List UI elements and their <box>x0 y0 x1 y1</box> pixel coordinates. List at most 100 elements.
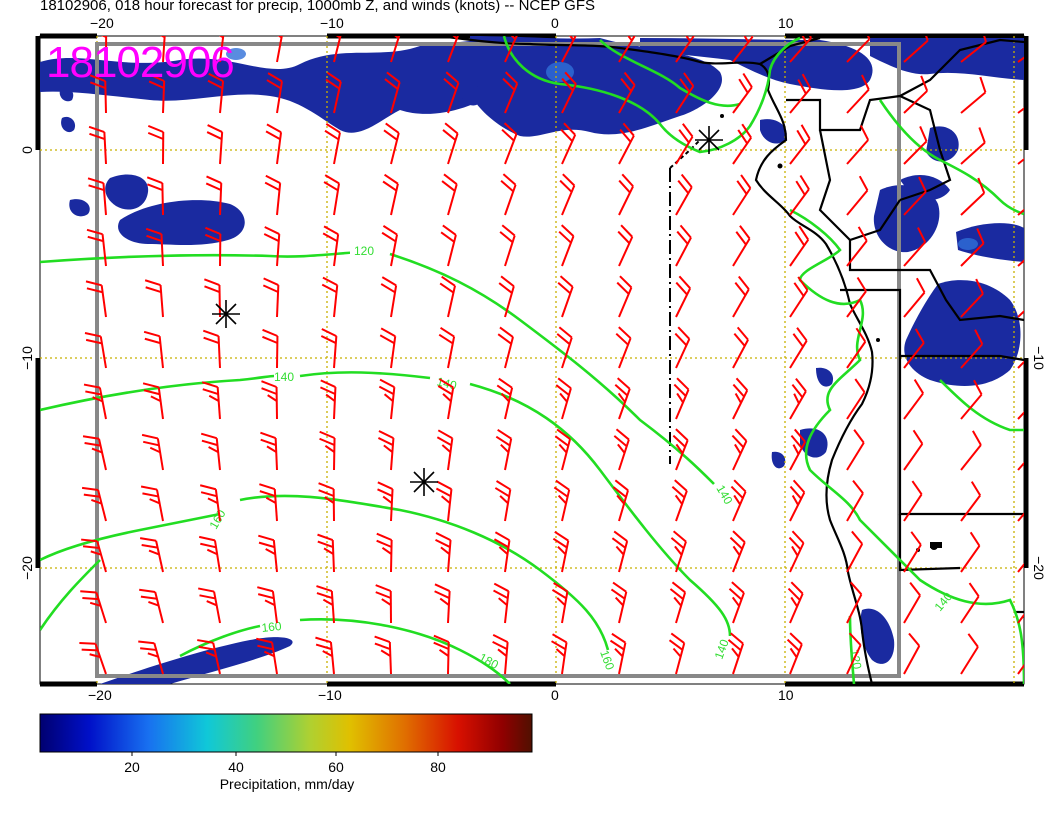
wind-barb <box>670 530 687 573</box>
wind-barb <box>1017 546 1024 573</box>
wind-barb <box>903 277 926 318</box>
axis-labels: −20 −10 0 10 −20 −10 0 10 0 −10 −20 −10 … <box>19 15 1047 703</box>
wind-barb <box>324 123 341 165</box>
wind-barb <box>434 583 451 624</box>
wind-barb <box>259 483 278 522</box>
wind-barb <box>1017 93 1024 114</box>
precip-highlights <box>226 48 978 250</box>
wind-barb <box>846 327 867 369</box>
wind-barb <box>325 71 342 114</box>
wind-barb <box>960 228 985 267</box>
wind-barb <box>846 175 869 216</box>
contour-coast-land <box>789 208 1024 684</box>
wind-barb <box>561 36 578 63</box>
date-stamp: 18102906 <box>46 38 235 87</box>
wind-barb <box>672 428 689 471</box>
wind-barb <box>207 72 225 114</box>
wind-barb <box>203 278 221 318</box>
wind-barb <box>555 377 572 420</box>
wind-barb <box>846 36 871 63</box>
wind-barb <box>561 71 577 114</box>
wind-barb <box>322 225 340 267</box>
wind-barb <box>668 632 686 675</box>
wind-barb <box>551 582 569 624</box>
wind-barb <box>141 433 164 471</box>
wind-barb <box>142 382 164 420</box>
wind-barb <box>493 582 510 624</box>
top-tick-3: 10 <box>778 15 794 31</box>
wind-barb <box>960 127 986 165</box>
wind-barb <box>556 326 573 369</box>
wind-barb <box>437 378 455 420</box>
wind-barb <box>260 431 278 471</box>
wind-barb <box>960 278 984 318</box>
wind-barb <box>960 481 982 522</box>
wind-barb <box>732 72 753 114</box>
wind-barb <box>379 327 397 369</box>
wind-barb <box>903 75 929 114</box>
wind-barb <box>82 435 107 471</box>
wind-barb <box>267 36 284 63</box>
wind-barb <box>554 428 572 471</box>
wind-barb <box>732 123 752 165</box>
wind-barb <box>846 479 864 522</box>
wind-barb <box>671 479 688 522</box>
wind-barb <box>200 432 221 471</box>
wind-barb <box>374 635 392 675</box>
wind-barb <box>730 479 747 522</box>
wind-barb <box>202 329 221 369</box>
colorbar-tick-1: 40 <box>228 759 244 775</box>
colorbar-label: Precipitation, mm/day <box>219 776 355 792</box>
wind-barb <box>732 275 750 318</box>
pressure-center-1 <box>212 300 240 328</box>
wind-barb <box>612 479 629 522</box>
wind-barb <box>443 71 460 114</box>
wind-barb <box>81 486 107 522</box>
wind-barb <box>147 124 165 165</box>
wind-barb <box>960 76 987 114</box>
wind-barb <box>205 175 223 216</box>
contour-160-west <box>40 512 221 562</box>
contour-label-6: 180 <box>477 650 502 672</box>
bottom-tick-2: 0 <box>551 687 559 703</box>
wind-barb <box>960 329 984 369</box>
wind-barb <box>903 176 927 216</box>
wind-barb <box>321 276 339 318</box>
wind-barb <box>960 582 980 624</box>
contour-east-2 <box>939 379 1024 432</box>
wind-barb <box>263 226 281 267</box>
wind-barb <box>206 124 224 165</box>
wind-barb <box>789 327 808 369</box>
pressure-centers <box>212 126 723 496</box>
contour-labels: 120 140 140 140 160 160 180 160 140 140 … <box>206 243 955 672</box>
wind-barb <box>497 326 514 369</box>
wind-barb <box>616 275 633 318</box>
wind-barb <box>557 275 574 318</box>
wind-barb <box>846 226 868 267</box>
wind-barb <box>376 532 393 573</box>
wind-barb <box>675 224 692 267</box>
wind-barb <box>143 330 164 369</box>
wind-barb <box>435 480 453 522</box>
wind-barb <box>732 225 751 267</box>
wind-barb <box>382 173 399 216</box>
wind-barb <box>731 428 748 471</box>
wind-barb <box>560 122 577 165</box>
wind-barb <box>83 383 107 420</box>
pressure-center-3 <box>695 126 723 154</box>
contour-120-east <box>389 252 715 485</box>
wind-barb <box>789 377 807 420</box>
wind-barb <box>80 590 107 624</box>
wind-barb <box>1017 243 1024 267</box>
contour-140-east <box>469 382 732 637</box>
wind-barb <box>378 378 396 420</box>
wind-barb <box>846 530 864 573</box>
figure-title: 18102906, 018 hour forecast for precip, … <box>40 0 595 14</box>
wind-barb <box>675 72 695 114</box>
contour-label-7: 160 <box>597 648 617 672</box>
coast-islands <box>720 114 942 552</box>
wind-barb <box>81 538 107 573</box>
contour-label-8: 140 <box>712 637 732 661</box>
wind-barb <box>903 429 924 471</box>
